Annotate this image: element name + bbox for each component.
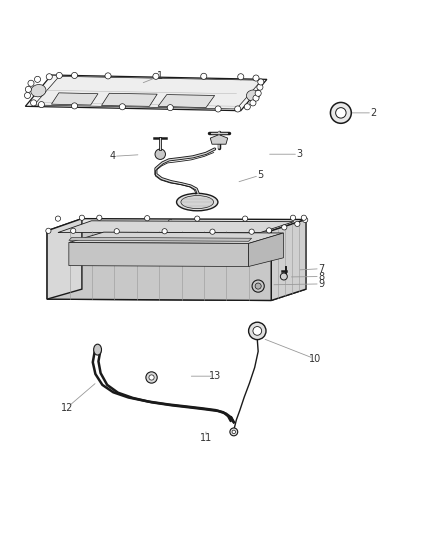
Text: 9: 9 bbox=[318, 279, 325, 289]
Text: 7: 7 bbox=[318, 264, 325, 273]
Circle shape bbox=[28, 80, 34, 86]
Circle shape bbox=[201, 73, 207, 79]
Text: 8: 8 bbox=[318, 271, 325, 281]
Circle shape bbox=[194, 216, 200, 221]
Circle shape bbox=[232, 430, 236, 434]
Polygon shape bbox=[47, 289, 306, 301]
Ellipse shape bbox=[94, 344, 102, 355]
Circle shape bbox=[114, 229, 119, 234]
Circle shape bbox=[235, 106, 241, 112]
Circle shape bbox=[56, 72, 62, 78]
Circle shape bbox=[244, 104, 251, 110]
Circle shape bbox=[255, 90, 261, 96]
Polygon shape bbox=[69, 243, 249, 266]
Circle shape bbox=[290, 215, 296, 220]
Circle shape bbox=[46, 74, 52, 80]
Circle shape bbox=[249, 229, 254, 235]
Polygon shape bbox=[34, 76, 261, 109]
Circle shape bbox=[155, 149, 166, 159]
Circle shape bbox=[252, 280, 264, 292]
Text: 11: 11 bbox=[200, 433, 212, 443]
Circle shape bbox=[258, 79, 264, 85]
Circle shape bbox=[301, 215, 307, 220]
Circle shape bbox=[282, 225, 287, 230]
Text: 3: 3 bbox=[297, 149, 303, 159]
Text: 1: 1 bbox=[157, 71, 163, 81]
Polygon shape bbox=[47, 219, 306, 231]
Polygon shape bbox=[47, 231, 271, 301]
Polygon shape bbox=[47, 219, 82, 299]
Circle shape bbox=[253, 75, 259, 81]
Circle shape bbox=[39, 102, 45, 108]
Circle shape bbox=[71, 103, 78, 109]
Circle shape bbox=[97, 215, 102, 220]
Text: 10: 10 bbox=[309, 354, 321, 364]
Circle shape bbox=[162, 229, 167, 234]
Circle shape bbox=[167, 104, 173, 111]
Circle shape bbox=[249, 322, 266, 340]
Ellipse shape bbox=[177, 193, 218, 211]
Polygon shape bbox=[249, 233, 283, 266]
Circle shape bbox=[105, 73, 111, 79]
Circle shape bbox=[31, 100, 37, 106]
Polygon shape bbox=[102, 93, 157, 107]
Polygon shape bbox=[158, 94, 215, 108]
Circle shape bbox=[35, 76, 41, 83]
Circle shape bbox=[243, 216, 248, 221]
Polygon shape bbox=[51, 93, 98, 105]
Circle shape bbox=[295, 221, 300, 227]
Circle shape bbox=[253, 95, 259, 101]
Text: 13: 13 bbox=[208, 371, 221, 381]
Circle shape bbox=[119, 104, 125, 110]
Circle shape bbox=[153, 73, 159, 79]
Circle shape bbox=[25, 92, 31, 99]
Polygon shape bbox=[210, 135, 228, 144]
Text: 4: 4 bbox=[110, 151, 116, 161]
Circle shape bbox=[250, 100, 256, 106]
Circle shape bbox=[280, 273, 287, 280]
Ellipse shape bbox=[247, 90, 259, 101]
Text: 6: 6 bbox=[166, 219, 172, 229]
Circle shape bbox=[149, 375, 154, 380]
Circle shape bbox=[215, 106, 221, 112]
Ellipse shape bbox=[31, 85, 46, 97]
Circle shape bbox=[253, 327, 261, 335]
Text: 2: 2 bbox=[371, 108, 377, 118]
Circle shape bbox=[210, 229, 215, 235]
Text: 5: 5 bbox=[257, 170, 264, 180]
Circle shape bbox=[336, 108, 346, 118]
Circle shape bbox=[146, 372, 157, 383]
Circle shape bbox=[230, 428, 238, 436]
Circle shape bbox=[145, 215, 150, 221]
Text: 12: 12 bbox=[60, 403, 73, 413]
Circle shape bbox=[55, 216, 60, 221]
Circle shape bbox=[71, 228, 76, 233]
Circle shape bbox=[330, 102, 351, 123]
Circle shape bbox=[79, 215, 85, 220]
Polygon shape bbox=[69, 237, 252, 241]
Circle shape bbox=[257, 84, 263, 90]
Circle shape bbox=[71, 72, 78, 78]
Circle shape bbox=[25, 86, 32, 92]
Circle shape bbox=[266, 228, 272, 233]
Ellipse shape bbox=[181, 196, 214, 208]
Circle shape bbox=[46, 228, 51, 233]
Polygon shape bbox=[25, 75, 267, 111]
Polygon shape bbox=[58, 221, 294, 232]
Circle shape bbox=[255, 283, 261, 289]
Circle shape bbox=[303, 217, 308, 223]
Polygon shape bbox=[271, 220, 306, 301]
Polygon shape bbox=[69, 232, 283, 244]
Circle shape bbox=[238, 74, 244, 80]
